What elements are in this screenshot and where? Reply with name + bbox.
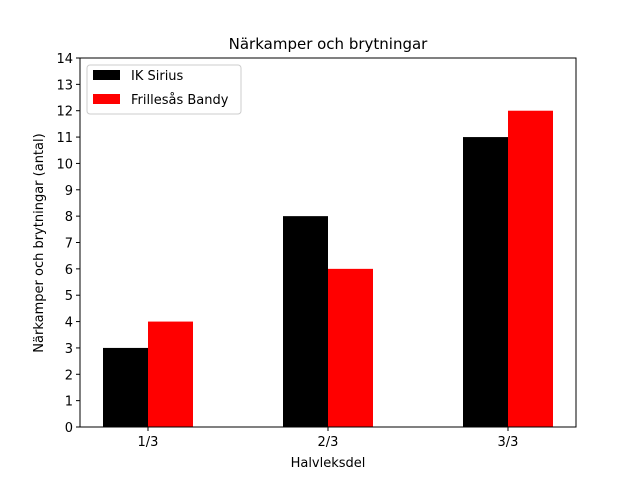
y-tick-label-4: 4 [65,316,73,331]
legend-swatch-frillesas-bandy [93,94,120,104]
y-tick-label-12: 12 [56,105,73,120]
legend-label-ik-sirius: IK Sirius [131,69,184,84]
bars-group [103,110,553,428]
y-tick-label-3: 3 [65,342,73,357]
bar-ik-sirius-2 [283,216,328,427]
y-tick-label-0: 0 [65,421,73,436]
chart-title: Närkamper och brytningar [229,35,429,53]
legend-box [86,64,242,115]
x-tick-label-3: 3/3 [498,435,519,450]
x-tick-label-2: 2/3 [318,435,339,450]
y-tick-label-9: 9 [65,184,73,199]
y-tick-label-13: 13 [56,78,73,93]
x-tick-label-1: 1/3 [138,435,159,450]
y-tick-label-2: 2 [65,368,73,383]
bar-ik-sirius-3 [463,137,508,428]
bar-frilles-s-bandy-3 [508,110,553,427]
bar-frilles-s-bandy-1 [148,321,193,427]
y-tick-label-10: 10 [56,157,73,172]
y-tick-label-14: 14 [56,52,73,67]
y-tick-label-8: 8 [65,210,73,225]
bar-frilles-s-bandy-2 [328,268,373,427]
y-axis-label: Närkamper och brytningar (antal) [32,133,47,352]
legend-swatch-ik-sirius [93,70,120,80]
legend-label-frillesas-bandy: Frillesås Bandy [131,93,229,108]
y-tick-label-6: 6 [65,263,73,278]
y-tick-label-5: 5 [65,289,73,304]
y-tick-label-7: 7 [65,237,73,252]
plot-frame [79,57,577,428]
x-axis-label: Halvleksdel [291,456,366,471]
x-axis: 1/3 2/3 3/3 [138,427,519,450]
bar-ik-sirius-1 [103,347,148,427]
y-tick-label-11: 11 [56,131,73,146]
legend: IK Sirius Frillesås Bandy [86,64,242,115]
y-tick-label-1: 1 [65,395,73,410]
